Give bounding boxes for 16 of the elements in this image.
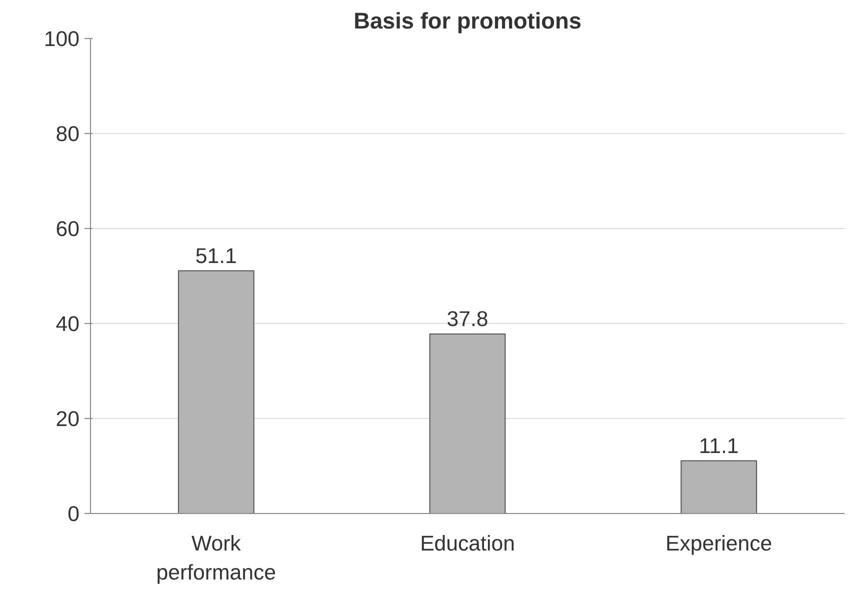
x-tick-label: Work performance — [156, 532, 276, 584]
x-tick-label: Education — [420, 532, 515, 556]
bar — [429, 333, 506, 514]
y-tick-label: 0 — [68, 502, 80, 526]
data-label: 11.1 — [698, 434, 739, 458]
data-label: 37.8 — [446, 306, 488, 331]
y-tick-label: 100 — [44, 27, 80, 51]
y-tick-label: 40 — [56, 312, 80, 336]
x-tick-label: Experience — [665, 532, 772, 556]
bar — [680, 460, 758, 514]
chart-title: Basis for promotions — [354, 8, 582, 34]
y-tick-label: 60 — [56, 217, 80, 241]
bar — [178, 270, 254, 514]
y-tick-label: 20 — [56, 407, 80, 431]
y-tick-label: 80 — [56, 122, 80, 146]
data-label: 51.1 — [195, 244, 237, 268]
